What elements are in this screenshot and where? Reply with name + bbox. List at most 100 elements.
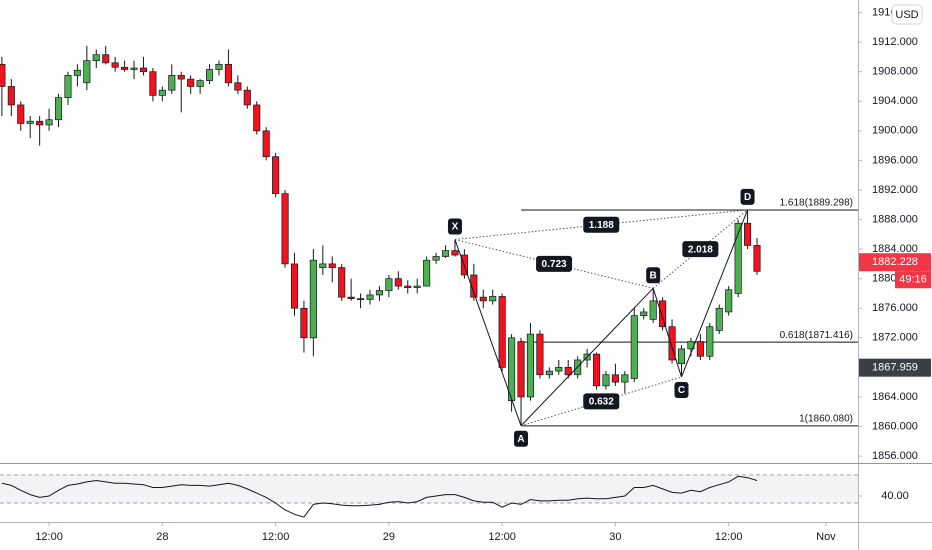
x-tick-label: 29: [383, 531, 395, 543]
candle-body: [0, 63, 6, 87]
x-tick-label: 28: [156, 531, 168, 543]
currency-box[interactable]: [891, 4, 923, 25]
candle-body: [602, 374, 610, 387]
candle-body: [526, 333, 535, 398]
candle-body: [17, 104, 25, 124]
y-tick-label: 1872.000: [872, 332, 918, 344]
candle-body: [545, 370, 553, 376]
candle-body: [121, 66, 129, 70]
pattern-leg: [520, 287, 654, 427]
candle-body: [262, 130, 270, 158]
price-label-box: [859, 358, 931, 377]
ratio-label: 2.018: [688, 244, 713, 255]
price-label-box: [859, 253, 931, 272]
y-tick-label: 1860.000: [872, 420, 918, 432]
y-tick-label: 1904.000: [872, 95, 918, 107]
candle-body: [441, 250, 450, 257]
price-label: 1882.228: [872, 256, 918, 268]
x-tick-label: Nov: [816, 531, 836, 543]
candle-body: [73, 69, 81, 76]
y-tick-label: 1876.000: [872, 302, 918, 314]
candle-body: [715, 307, 723, 331]
candle-body: [706, 326, 714, 357]
candle-body: [375, 290, 383, 296]
y-tick-label: 1912.000: [872, 36, 918, 48]
candle-body: [92, 54, 100, 61]
candle-body: [272, 156, 280, 195]
pattern-leg: [454, 239, 522, 426]
point-box: [514, 430, 529, 447]
candle-body: [564, 367, 572, 376]
candle-body: [555, 367, 563, 372]
candle-body: [158, 89, 166, 96]
candle-body: [177, 75, 185, 80]
ratio-line: [652, 209, 748, 289]
pattern-leg: [681, 209, 749, 378]
candle-body: [734, 222, 742, 294]
ratio-label: 1.188: [589, 220, 614, 231]
fib-label: 0.618(1871.416): [780, 330, 853, 341]
point-box: [646, 267, 661, 284]
candle-body: [744, 222, 752, 246]
candle-body: [592, 353, 601, 387]
pattern-leg: [652, 288, 682, 378]
candle-body: [130, 67, 138, 70]
fib-label: 1.618(1889.298): [780, 198, 853, 209]
candle-body: [253, 104, 261, 132]
y-tick-label: 1908.000: [872, 66, 918, 78]
point-label: D: [744, 192, 751, 203]
y-tick-label: 1864.000: [872, 391, 918, 403]
x-tick-label: 30: [609, 531, 621, 543]
currency: USD: [895, 9, 918, 21]
candle-body: [45, 119, 53, 126]
point-box: [447, 218, 462, 235]
candle-body: [83, 60, 91, 84]
ratio-box: [583, 393, 620, 410]
candle-body: [432, 256, 440, 261]
candle-body: [7, 86, 15, 106]
point-box: [674, 381, 689, 398]
candle-body: [394, 278, 402, 287]
fib-label: 1(1860.080): [799, 414, 853, 425]
candle-body: [508, 337, 516, 401]
candle-body: [536, 333, 544, 376]
price-label: 1867.959: [872, 362, 918, 374]
candle-body: [234, 82, 242, 91]
countdown-box: [895, 271, 931, 289]
layer: 40.001856.0001860.0001864.0001868.000187…: [0, 6, 931, 543]
candle-body: [498, 296, 506, 368]
y-tick-label: 1856.000: [872, 450, 918, 462]
candle-body: [470, 274, 478, 298]
candle-body: [168, 75, 176, 91]
candle-body: [187, 78, 195, 87]
candle-body: [413, 285, 421, 288]
candle-body: [139, 67, 148, 73]
point-label: X: [452, 222, 459, 233]
candle-body: [649, 300, 657, 320]
candle-body: [281, 193, 289, 265]
candle-body: [423, 259, 431, 287]
point-label: B: [650, 270, 657, 281]
candle-body: [243, 89, 251, 106]
candle-body: [215, 63, 223, 70]
ratio-label: 0.632: [589, 397, 614, 408]
candle-body: [309, 259, 317, 339]
point-label: A: [517, 434, 524, 445]
candle-body: [404, 285, 412, 288]
candle-body: [338, 267, 346, 298]
osc-line: [1, 475, 758, 518]
point-label: C: [678, 385, 685, 396]
candle-body: [290, 263, 299, 309]
ratio-label: 0.723: [542, 259, 567, 270]
candle-body: [205, 69, 214, 81]
ratio-box: [583, 216, 620, 233]
candle-body: [357, 298, 365, 300]
candle-body: [54, 97, 63, 121]
candle-body: [366, 294, 374, 300]
x-tick-label: 12:00: [35, 531, 63, 543]
candle-body: [300, 307, 308, 339]
point-box: [740, 188, 755, 205]
countdown: 49:16: [899, 274, 927, 286]
y-tick-label: 1896.000: [872, 154, 918, 166]
